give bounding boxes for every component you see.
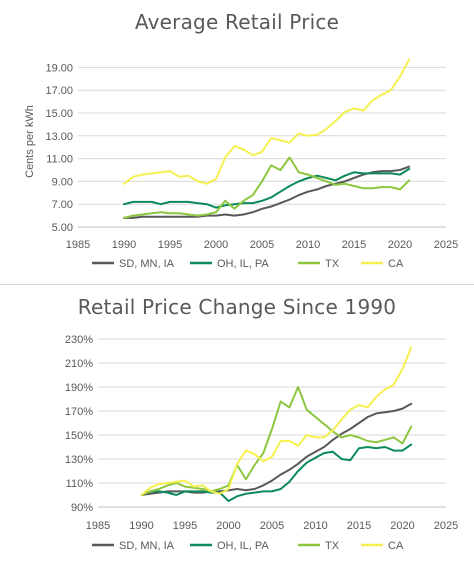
chart-panel-price-change: Retail Price Change Since 1990 90% 110% 13… (0, 287, 474, 567)
x-tick-label: 1990 (129, 520, 153, 532)
x-tick-label: 2015 (342, 239, 366, 251)
y-axis-label: Cents per kWh (24, 105, 36, 178)
y-tick-label: 150% (65, 430, 93, 442)
x-tick-label: 2000 (204, 239, 228, 251)
series-line-ca (140, 346, 413, 496)
x-tick-label: 2025 (434, 520, 458, 532)
legend-label-ca: CA (388, 540, 404, 552)
x-tick-label: 2015 (347, 520, 371, 532)
y-tick-label: 190% (65, 382, 93, 394)
x-tick-label: 2025 (434, 239, 458, 251)
x-tick-label: 1995 (173, 520, 197, 532)
x-tick-label: 2000 (216, 520, 240, 532)
gridlines (98, 338, 446, 508)
y-tick-label: 13.00 (45, 131, 73, 143)
y-tick-label: 230% (65, 334, 93, 346)
y-tick-label: 19.00 (45, 62, 73, 74)
series-line-tx (140, 386, 413, 496)
series-line-sd-mn-ia (123, 165, 411, 219)
legend-label-tx: TX (325, 540, 340, 552)
legend-label-sd-mn-ia: SD, MN, IA (119, 258, 175, 270)
x-tick-label: 2005 (250, 239, 274, 251)
x-tick-label: 1985 (86, 520, 110, 532)
x-tick-label: 1985 (66, 239, 90, 251)
y-tick-label: 130% (65, 454, 93, 466)
price-change-chart: 90% 110% 130% 150% 170% 190% 210% 230% 1985 1990 1… (65, 334, 458, 552)
y-tick-label: 170% (65, 406, 93, 418)
chart-panel-average-price: Average Retail Price 5.00 7.00 9.00 11.00 13… (0, 10, 474, 285)
chart-title: Average Retail Price (134, 10, 340, 34)
y-tick-label: 210% (65, 358, 93, 370)
x-tick-label: 2020 (388, 239, 412, 251)
legend-label-oh-il-pa: OH, IL, PA (217, 258, 269, 270)
average-price-chart: 5.00 7.00 9.00 11.00 13.00 15.00 17.00 19.00 198… (24, 58, 458, 270)
x-tick-label: 2005 (260, 520, 284, 532)
x-tick-label: 2010 (296, 239, 320, 251)
x-tick-label: 1990 (112, 239, 136, 251)
x-tick-label: 1995 (158, 239, 182, 251)
legend-label-ca: CA (388, 258, 404, 270)
x-tick-label: 2020 (390, 520, 414, 532)
y-tick-label: 15.00 (45, 108, 73, 120)
x-tick-label: 2010 (303, 520, 327, 532)
y-tick-label: 9.00 (52, 176, 73, 188)
series-line-ca (123, 58, 411, 185)
series-line-tx (123, 156, 411, 219)
series-line-oh-il-pa (140, 443, 413, 502)
y-tick-label: 7.00 (52, 199, 73, 211)
legend-label-sd-mn-ia: SD, MN, IA (119, 540, 175, 552)
legend-label-tx: TX (325, 258, 340, 270)
y-tick-label: 17.00 (45, 85, 73, 97)
gridlines (78, 66, 446, 228)
chart-title: Retail Price Change Since 1990 (77, 295, 397, 319)
y-tick-label: 110% (66, 478, 94, 490)
y-tick-label: 11.00 (46, 154, 73, 166)
y-tick-label: 90% (71, 502, 93, 514)
legend-label-oh-il-pa: OH, IL, PA (217, 540, 269, 552)
y-tick-label: 5.00 (52, 222, 73, 234)
series-line-oh-il-pa (123, 167, 411, 209)
